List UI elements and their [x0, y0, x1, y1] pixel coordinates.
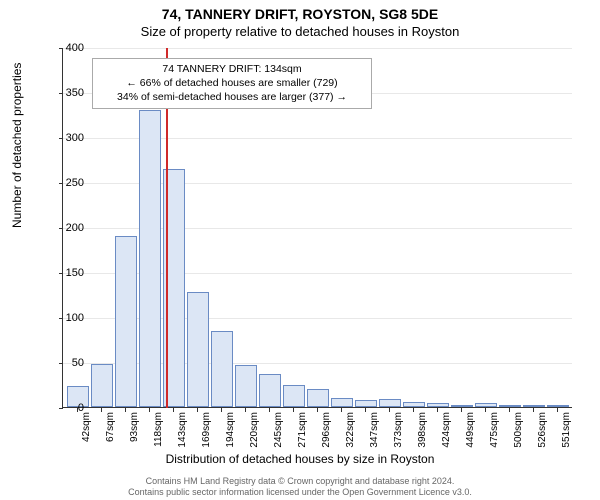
xtick-label: 373sqm — [393, 412, 404, 448]
ytick-label: 0 — [54, 402, 84, 414]
annotation-line1: 74 TANNERY DRIFT: 134sqm — [99, 62, 365, 76]
xtick-label: 271sqm — [297, 412, 308, 448]
xtick-label: 398sqm — [417, 412, 428, 448]
bar — [403, 402, 425, 407]
xtick-label: 551sqm — [561, 412, 572, 448]
xtick-label: 118sqm — [153, 412, 164, 447]
xtick-label: 67sqm — [105, 412, 116, 442]
xtick-label: 93sqm — [129, 412, 140, 442]
bar — [427, 403, 449, 408]
xtick-mark — [461, 408, 462, 412]
ytick-label: 400 — [54, 42, 84, 54]
xtick-label: 449sqm — [465, 412, 476, 448]
footer-attribution: Contains HM Land Registry data © Crown c… — [0, 476, 600, 498]
xtick-mark — [173, 408, 174, 412]
xtick-mark — [413, 408, 414, 412]
xtick-label: 322sqm — [345, 412, 356, 448]
bar — [523, 405, 545, 407]
bar — [307, 389, 329, 407]
gridline — [63, 48, 572, 49]
footer-line1: Contains HM Land Registry data © Crown c… — [0, 476, 600, 487]
xtick-mark — [125, 408, 126, 412]
ytick-label: 100 — [54, 312, 84, 324]
ytick-label: 350 — [54, 87, 84, 99]
footer-line2: Contains public sector information licen… — [0, 487, 600, 498]
ytick-label: 150 — [54, 267, 84, 279]
xtick-label: 143sqm — [177, 412, 188, 448]
xtick-mark — [437, 408, 438, 412]
xtick-mark — [317, 408, 318, 412]
xtick-mark — [557, 408, 558, 412]
xtick-label: 424sqm — [441, 412, 452, 448]
xtick-label: 347sqm — [369, 412, 380, 448]
bar — [379, 399, 401, 407]
xtick-label: 42sqm — [81, 412, 92, 442]
xtick-mark — [365, 408, 366, 412]
xtick-mark — [245, 408, 246, 412]
xtick-mark — [221, 408, 222, 412]
xtick-label: 475sqm — [489, 412, 500, 448]
bar — [451, 405, 473, 407]
y-axis-label: Number of detached properties — [10, 63, 24, 228]
bar — [283, 385, 305, 408]
ytick-label: 300 — [54, 132, 84, 144]
bar — [259, 374, 281, 407]
bar — [331, 398, 353, 407]
bar — [499, 405, 521, 407]
bar — [475, 403, 497, 407]
xtick-mark — [149, 408, 150, 412]
xtick-label: 526sqm — [537, 412, 548, 448]
xtick-mark — [293, 408, 294, 412]
bar — [139, 110, 161, 407]
annotation-line2: ← 66% of detached houses are smaller (72… — [99, 76, 365, 90]
x-axis-label: Distribution of detached houses by size … — [0, 452, 600, 466]
xtick-label: 220sqm — [249, 412, 260, 448]
ytick-label: 250 — [54, 177, 84, 189]
xtick-mark — [509, 408, 510, 412]
chart-area: 74 TANNERY DRIFT: 134sqm ← 66% of detach… — [62, 48, 572, 408]
xtick-mark — [197, 408, 198, 412]
xtick-mark — [101, 408, 102, 412]
bar — [187, 292, 209, 407]
bar — [235, 365, 257, 407]
bar — [91, 364, 113, 407]
xtick-label: 500sqm — [513, 412, 524, 448]
xtick-label: 194sqm — [225, 412, 236, 448]
xtick-mark — [533, 408, 534, 412]
ytick-label: 50 — [54, 357, 84, 369]
bar — [211, 331, 233, 408]
xtick-label: 296sqm — [321, 412, 332, 448]
annotation-line3: 34% of semi-detached houses are larger (… — [99, 90, 365, 104]
xtick-label: 245sqm — [273, 412, 284, 448]
xtick-mark — [269, 408, 270, 412]
xtick-mark — [389, 408, 390, 412]
bar — [115, 236, 137, 407]
xtick-mark — [341, 408, 342, 412]
chart-title-sub: Size of property relative to detached ho… — [0, 22, 600, 39]
bar — [355, 400, 377, 407]
bar — [547, 405, 569, 407]
xtick-mark — [485, 408, 486, 412]
annotation-box: 74 TANNERY DRIFT: 134sqm ← 66% of detach… — [92, 58, 372, 109]
xtick-label: 169sqm — [201, 412, 212, 448]
chart-title-main: 74, TANNERY DRIFT, ROYSTON, SG8 5DE — [0, 0, 600, 22]
ytick-label: 200 — [54, 222, 84, 234]
